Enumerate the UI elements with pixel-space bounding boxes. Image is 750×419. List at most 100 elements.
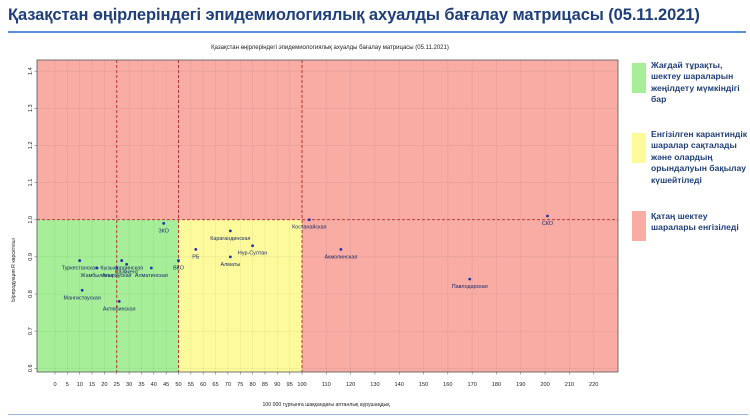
point-label: Нур-Султан [238, 251, 267, 257]
risk-zones [37, 60, 618, 372]
bottom-divider [8, 414, 748, 415]
x-tick-label: 60 [200, 382, 206, 388]
zone-1 [116, 60, 179, 220]
data-point [339, 248, 343, 251]
point-label: Шымкент [115, 269, 139, 275]
legend-swatch-red [632, 211, 646, 241]
data-point [149, 266, 153, 270]
data-point [80, 288, 84, 292]
legend-label-green: Жағдай тұрақты, шектеу шараларын жеңілде… [651, 60, 740, 105]
x-tick-label: 120 [346, 382, 355, 388]
x-tick-label: 160 [443, 382, 452, 388]
x-tick-label: 210 [565, 382, 574, 388]
x-tick-label: 95 [287, 382, 293, 388]
point-label: Атырауская [102, 273, 132, 279]
data-point [228, 229, 232, 233]
zone-2 [178, 60, 618, 220]
data-point [228, 255, 232, 259]
x-tick-label: 90 [274, 382, 280, 388]
data-point [78, 259, 82, 262]
x-tick-label: 45 [163, 382, 169, 388]
x-tick-label: 40 [151, 382, 157, 388]
y-tick-label: 0.7 [28, 327, 34, 335]
grid-lines [37, 60, 618, 372]
point-label: Костанайская [292, 224, 326, 231]
x-tick-label: 50 [175, 382, 181, 388]
data-point [307, 218, 311, 222]
x-tick-label: 30 [126, 382, 132, 388]
data-point [95, 266, 99, 270]
x-tick-labels: 0 5 10 15 20 25 30 35 40 45 50 55 60 65 70 75 80 85 90 95 10… [53, 372, 598, 388]
point-label: ВКО [173, 266, 184, 272]
point-label: Павлодарская [452, 284, 488, 290]
point-label: Мангистауская [64, 295, 101, 301]
data-point [194, 248, 198, 251]
y-tick-label: 1.2 [28, 142, 34, 150]
x-tick-label: 220 [589, 382, 598, 388]
x-tick-label: 10 [77, 382, 83, 388]
plot-frame [36, 59, 619, 373]
y-tick-label: 0.8 [28, 290, 34, 298]
x-tick-label: 170 [467, 382, 476, 388]
x-tick-label: 65 [212, 382, 218, 388]
point-label: Алматы [221, 262, 241, 268]
x-tick-label: 20 [101, 382, 107, 388]
y-tick-label: 1.1 [28, 179, 34, 187]
point-label: Туркестанская [62, 266, 98, 272]
x-tick-label: 25 [114, 382, 120, 388]
x-tick-label: 110 [322, 382, 331, 388]
data-point [125, 262, 129, 266]
data-point [468, 277, 472, 281]
data-point [177, 259, 180, 262]
point-label: Жамбылская [81, 273, 114, 279]
zone-4 [178, 219, 302, 372]
point-label: ЗКО [158, 228, 169, 234]
y-tick-label: 0.6 [28, 364, 34, 372]
y-tick-label: 0.9 [28, 253, 34, 261]
point-label: Кызылординская [100, 266, 143, 272]
x-tick-label: 190 [516, 382, 525, 388]
legend-swatch-yellow [632, 133, 646, 163]
y-tick-label: 1.3 [28, 104, 34, 112]
threshold-lines [37, 60, 618, 372]
x-tick-label: 5 [66, 382, 69, 388]
point-label: Акмолинская [325, 254, 358, 260]
y-tick-labels: 0.6 0.7 0.8 0.9 1.0 1.1 1.2 1.3 1.4 [28, 67, 37, 372]
y-tick-label: 1.4 [28, 67, 34, 75]
x-tick-label: 150 [419, 382, 428, 388]
x-tick-label: 130 [370, 382, 379, 388]
data-point [546, 214, 549, 218]
x-tick-label: 75 [237, 382, 243, 388]
legend-label-yellow: Енгізілген карантиндік шаралар сақталады… [651, 129, 748, 185]
point-label: РБ [192, 254, 200, 260]
point-label: СКО [542, 221, 553, 227]
zone-3 [37, 219, 179, 372]
data-point [120, 259, 124, 262]
slide-title: Қазақстан өңірлеріндегі эпидемиологиялық… [8, 6, 700, 24]
y-axis-label: Ырпродукция R көрсеткіші [11, 238, 17, 302]
x-tick-label: 200 [540, 382, 549, 388]
x-tick-label: 35 [138, 382, 144, 388]
title-divider [8, 31, 746, 33]
data-points: ЗКО Туркестанская КызылординскаяЖамбылская… [62, 214, 553, 312]
point-label: Актюбинская [103, 306, 136, 312]
x-tick-label: 100 [297, 382, 306, 388]
x-tick-label: 180 [492, 382, 501, 388]
data-point [115, 266, 119, 270]
data-point [162, 222, 166, 225]
point-label: Алматинская [135, 273, 168, 279]
chart-title: Қазақстан өңірлеріндегі эпидемиологиялық… [211, 45, 449, 51]
legend-swatch-green [632, 63, 646, 93]
x-axis-label: 100 000 тұрғынға шаққандағы аптанлық аур… [262, 402, 390, 408]
x-tick-label: 0 [53, 382, 56, 388]
zone-5 [302, 219, 618, 372]
x-tick-label: 85 [262, 382, 268, 388]
x-tick-label: 80 [249, 382, 255, 388]
y-tick-label: 1.0 [28, 216, 34, 224]
data-point [117, 300, 121, 303]
point-label: Карагандинская [210, 236, 250, 242]
data-point [251, 244, 255, 248]
zone-0 [37, 60, 117, 220]
x-tick-label: 55 [188, 382, 194, 388]
